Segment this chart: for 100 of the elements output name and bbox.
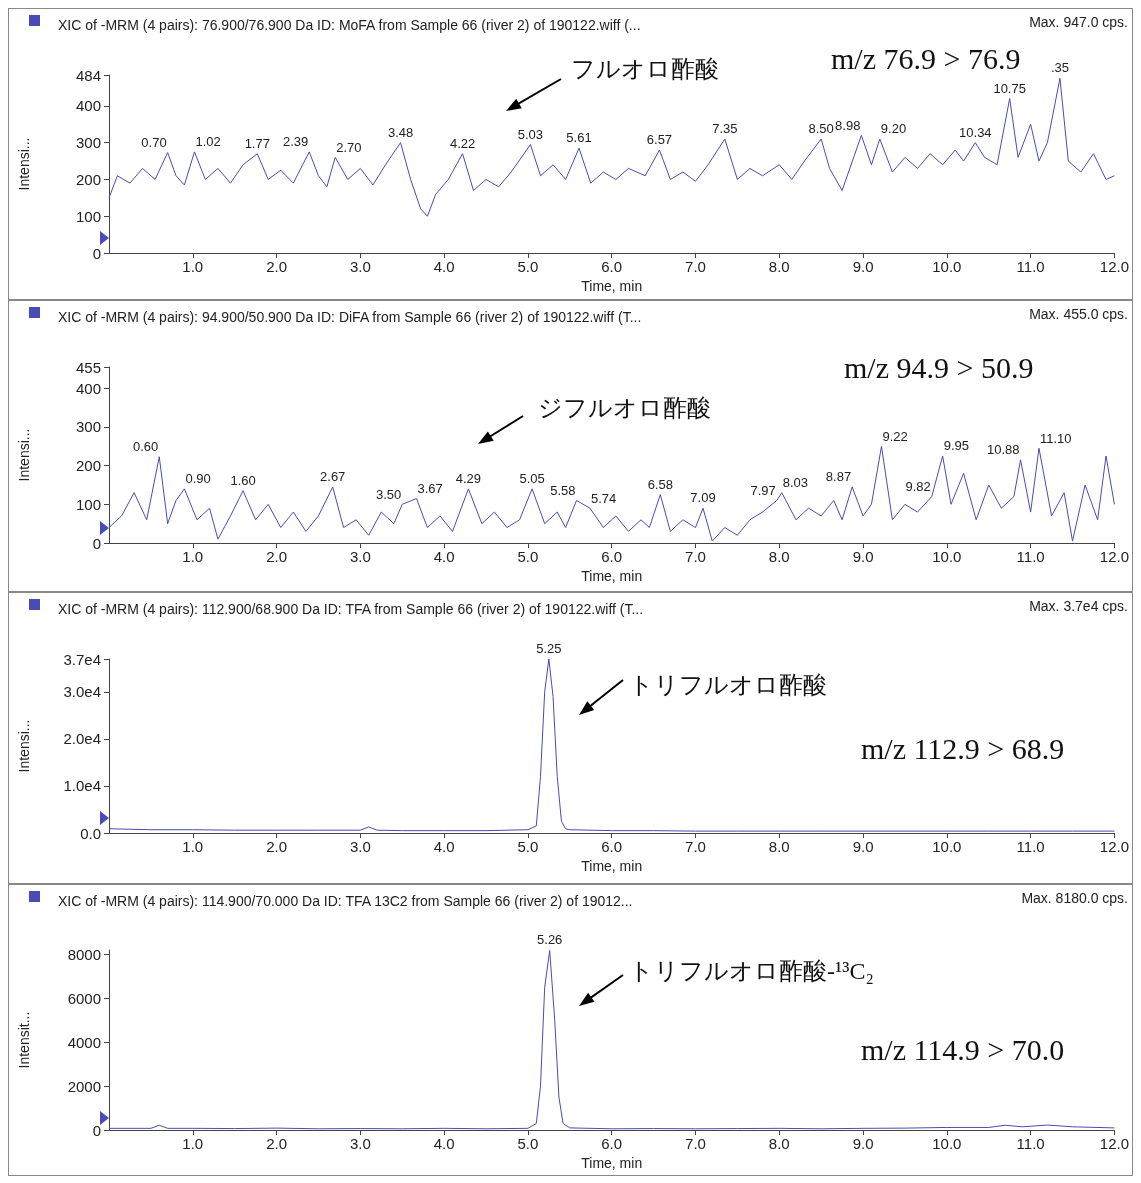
x-tick-label: 4.0 — [433, 838, 455, 855]
x-tick-label: 3.0 — [349, 548, 371, 565]
y-tick-label: 100 — [75, 495, 101, 513]
x-tick-label: 9.0 — [852, 1135, 874, 1153]
annotation: 8.50 — [808, 120, 834, 136]
annotation: 9.20 — [880, 121, 907, 137]
x-axis-title: Time, min — [581, 277, 643, 294]
text: m/z 76.9 > 76.9 — [831, 41, 1021, 75]
x-tick-label: 5.0 — [517, 258, 539, 275]
annotation: 4.22 — [449, 135, 476, 151]
y-tick-label: 455 — [75, 358, 101, 376]
annotation: 6.57 — [646, 132, 673, 148]
annotation: 9.82 — [905, 479, 931, 495]
x-tick-label: 10.0 — [932, 548, 962, 565]
x-tick-label: 1.0 — [182, 548, 204, 565]
annotation: m/z 112.9 > 68.9 — [861, 731, 1065, 765]
y-tick-label: 484 — [75, 66, 101, 84]
annotation: 0.70 — [141, 135, 167, 151]
y-tick-label: 4000 — [67, 1033, 101, 1051]
x-tick-label: 8.0 — [768, 838, 790, 855]
annotation: 5.05 — [519, 470, 545, 486]
x-tick-label: 12.0 — [1099, 548, 1129, 565]
annotation: 8.87 — [825, 469, 852, 485]
x-tick-label: 8.0 — [768, 548, 790, 565]
y-tick-label: 200 — [75, 170, 101, 188]
x-tick-label: 7.0 — [685, 1135, 706, 1153]
x-tick-label: 1.0 — [182, 838, 204, 855]
text: Max. 8180.0 cps. — [1021, 890, 1129, 906]
chart-title: XIC of -MRM (4 pairs): 112.900/68.900 Da ID: TFA from Sample 66 (river 2) of 190122.wiff (T... — [58, 601, 644, 617]
x-tick-label: 9.0 — [852, 258, 874, 275]
annotation: 7.35 — [712, 120, 738, 136]
chart-title: XIC of -MRM (4 pairs): 114.900/70.000 Da ID: TFA 13C2 from Sample 66 (river 2) of 19012... — [58, 893, 633, 909]
x-tick-label: 10.0 — [932, 258, 962, 275]
x-tick-label: 6.0 — [601, 1135, 623, 1153]
x-tick-label: 7.0 — [685, 838, 706, 855]
x-tick-label: 12.0 — [1099, 258, 1129, 275]
annotation: トリフルオロ酢酸-¹³C₂ — [629, 958, 874, 984]
annotation: 10.88 — [987, 442, 1020, 458]
text: Max. 455.0 cps. — [1029, 306, 1128, 322]
y-axis-title: Intensi... — [16, 719, 32, 773]
annotation: 9.22 — [882, 428, 908, 444]
y-axis-title: Intensi... — [16, 428, 32, 482]
y-tick-label: 0 — [92, 534, 101, 552]
y-axis-title: Intensi... — [16, 137, 32, 191]
x-tick-label: 6.0 — [601, 258, 623, 275]
annotation: フルオロ酢酸 — [571, 56, 719, 82]
x-tick-label: 5.0 — [517, 1135, 539, 1153]
y-tick-label: 2.0e4 — [63, 730, 101, 748]
annotation: 1.77 — [244, 135, 270, 151]
x-tick-label: 1.0 — [182, 258, 204, 275]
y-tick-label: 300 — [75, 418, 101, 436]
x-tick-label: 3.0 — [349, 838, 371, 855]
x-tick-label: 4.0 — [433, 1135, 455, 1153]
annotation: 5.58 — [550, 482, 576, 498]
x-tick-label: 6.0 — [601, 838, 623, 855]
y-tick-label: 100 — [75, 207, 101, 225]
x-tick-label: 9.0 — [852, 838, 874, 855]
x-tick-label: 4.0 — [433, 258, 455, 275]
x-axis-title: Time, min — [581, 857, 643, 874]
annotation: 3.67 — [417, 481, 443, 497]
x-tick-label: 11.0 — [1016, 1135, 1045, 1153]
x-axis-title: Time, min — [581, 567, 643, 584]
annotation: 5.74 — [590, 490, 617, 506]
annotation: 1.02 — [195, 134, 221, 150]
annotation: 6.58 — [647, 476, 673, 492]
annotation: 4.29 — [455, 470, 482, 486]
annotation: トリフルオロ酢酸 — [629, 672, 827, 698]
x-tick-label: 10.0 — [932, 838, 962, 855]
x-axis-title: Time, min — [581, 1155, 643, 1171]
x-tick-label: 8.0 — [768, 258, 790, 275]
x-tick-label: 2.0 — [266, 548, 287, 565]
annotation: 7.97 — [750, 482, 776, 498]
x-tick-label: 11.0 — [1016, 838, 1045, 855]
x-tick-label: 2.0 — [266, 258, 287, 275]
annotation: 7.09 — [690, 490, 716, 506]
x-tick-label: 11.0 — [1016, 258, 1045, 275]
x-tick-label: 10.0 — [932, 1135, 962, 1153]
annotation: 3.50 — [375, 486, 402, 502]
text: Max. 3.7e4 cps. — [1029, 598, 1128, 614]
annotation: ジフルオロ酢酸 — [538, 395, 711, 421]
y-axis-title: Intensit... — [16, 1011, 32, 1069]
annotation: 9.95 — [943, 438, 969, 454]
annotation: 8.98 — [835, 117, 861, 133]
x-tick-label: 4.0 — [433, 548, 455, 565]
y-tick-label: 200 — [75, 457, 101, 475]
x-tick-label: 8.0 — [768, 1135, 790, 1153]
annotation: 5.26 — [537, 932, 563, 948]
y-tick-label: 0.0 — [80, 824, 101, 842]
annotation: 10.75 — [993, 80, 1026, 96]
y-tick-label: 3.0e4 — [63, 683, 101, 701]
x-tick-label: 11.0 — [1016, 548, 1045, 565]
y-tick-label: 0 — [92, 244, 101, 262]
annotation: 1.60 — [230, 472, 256, 488]
annotation: 2.70 — [336, 139, 362, 155]
chart-title: XIC of -MRM (4 pairs): 76.900/76.900 Da ID: MoFA from Sample 66 (river 2) of 190122.wiff (... — [58, 17, 641, 33]
annotation: .35 — [1050, 60, 1069, 76]
x-tick-label: 12.0 — [1099, 1135, 1129, 1153]
y-tick-label: 300 — [75, 134, 101, 152]
chart-title: XIC of -MRM (4 pairs): 94.900/50.900 Da ID: DiFA from Sample 66 (river 2) of 190122.wiff (T... — [58, 309, 642, 325]
annotation: 0.60 — [132, 439, 159, 455]
